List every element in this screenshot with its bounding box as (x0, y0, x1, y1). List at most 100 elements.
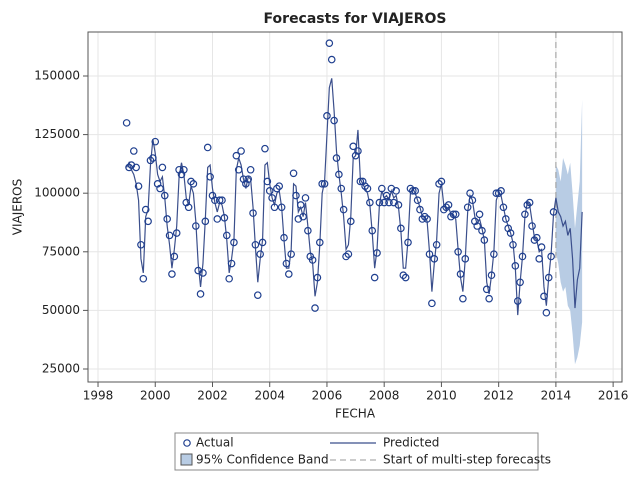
data-point (308, 256, 317, 264)
data-point (263, 177, 272, 186)
data-point (215, 196, 224, 205)
data-point (275, 182, 284, 190)
data-point (258, 238, 267, 247)
data-point (468, 196, 477, 205)
data-point (180, 165, 188, 174)
x-tick-label: 2014 (541, 389, 572, 403)
data-point (237, 147, 245, 155)
data-point (409, 187, 417, 195)
data-point (158, 163, 167, 172)
legend-label: Predicted (383, 436, 439, 450)
data-point (234, 165, 243, 174)
plot-border (87, 31, 623, 383)
data-point (490, 250, 498, 258)
data-point (525, 198, 534, 207)
data-point (203, 143, 212, 152)
x-tick-label: 2012 (483, 389, 514, 403)
data-point (542, 308, 551, 317)
data-point (535, 255, 544, 263)
data-point (129, 147, 138, 155)
data-point (337, 184, 346, 193)
data-point (339, 205, 348, 214)
data-point (418, 215, 427, 223)
data-point (506, 229, 515, 237)
data-point (463, 203, 472, 212)
data-point (137, 240, 145, 249)
data-point (149, 154, 157, 162)
data-point (378, 184, 386, 193)
data-point (285, 270, 293, 278)
data-point (299, 212, 307, 221)
data-point (528, 222, 536, 230)
data-point (366, 198, 374, 207)
data-point (206, 172, 214, 181)
data-point (513, 297, 522, 305)
data-point (511, 262, 520, 270)
x-tick-label: 2004 (254, 389, 285, 403)
data-point (201, 217, 210, 226)
data-point (392, 187, 400, 195)
y-tick-label: 100000 (34, 186, 80, 200)
data-point (530, 236, 539, 244)
y-tick-label: 25000 (42, 361, 80, 375)
data-point (327, 55, 336, 64)
data-point (521, 210, 529, 219)
data-point (320, 180, 329, 188)
data-point (227, 259, 236, 268)
data-point (196, 290, 205, 298)
data-point (213, 215, 222, 223)
data-point (218, 196, 226, 205)
data-point (335, 170, 343, 179)
data-point (459, 294, 467, 303)
data-point (485, 294, 493, 303)
data-point (547, 252, 555, 261)
data-point (151, 137, 160, 146)
data-point (168, 270, 176, 278)
data-point (265, 187, 274, 195)
data-point (273, 184, 281, 193)
data-point (416, 205, 424, 214)
data-point (184, 203, 193, 212)
data-point (282, 259, 291, 268)
legend-label: Start of multi-step forecasts (383, 453, 551, 467)
data-point (382, 191, 391, 200)
data-point (475, 210, 484, 219)
data-point (354, 147, 362, 155)
data-point (249, 209, 257, 217)
predicted-line (126, 78, 583, 316)
data-point (230, 238, 238, 247)
data-point (444, 201, 453, 209)
data-point (261, 144, 269, 153)
data-point (411, 187, 419, 195)
data-point (401, 273, 410, 282)
data-point (502, 215, 510, 223)
data-point (256, 250, 264, 258)
x-tick-label: 2010 (426, 389, 457, 403)
data-point (361, 182, 369, 190)
data-point (232, 151, 241, 160)
data-point (461, 255, 470, 263)
data-point (132, 163, 140, 172)
data-point (122, 119, 131, 127)
data-point (268, 194, 276, 202)
data-point (454, 247, 462, 256)
data-point (349, 142, 357, 151)
data-point (251, 240, 260, 249)
data-point (222, 231, 231, 240)
data-point (160, 191, 169, 200)
data-point (172, 229, 181, 237)
data-point (540, 292, 548, 301)
data-point (330, 116, 338, 125)
data-point (325, 39, 334, 47)
data-point (304, 226, 312, 235)
data-point (292, 191, 300, 200)
data-point (311, 304, 319, 312)
data-point (356, 177, 365, 186)
data-point (380, 198, 388, 207)
data-point (423, 215, 431, 223)
data-point (253, 291, 262, 299)
data-point (494, 189, 503, 197)
data-point (509, 240, 517, 249)
x-axis-label: FECHA (335, 407, 376, 421)
